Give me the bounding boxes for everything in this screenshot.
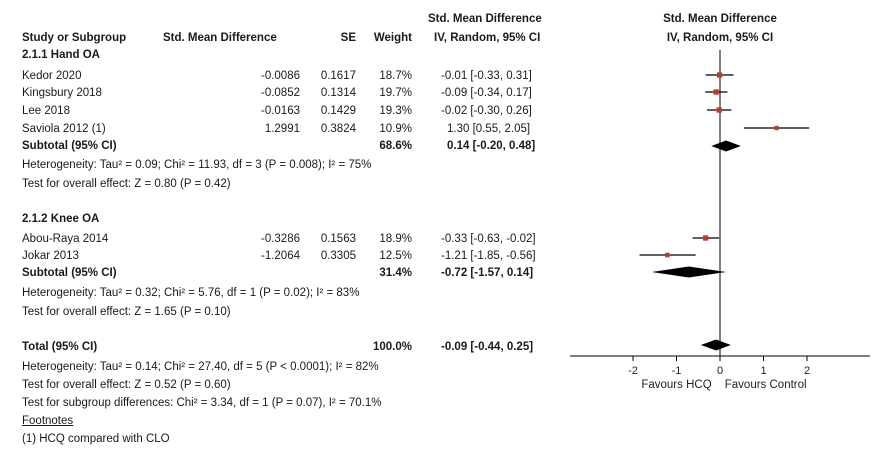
study-point [703, 235, 709, 241]
plot-header-bottom: IV, Random, 95% CI [666, 32, 774, 44]
study-name: Kingsbury 2018 [22, 87, 102, 99]
header-smd-ci-top: Std. Mean Difference [428, 13, 542, 25]
study-ci: -0.33 [-0.63, -0.02] [441, 233, 536, 245]
pooled-diamond [711, 140, 741, 152]
heterogeneity-text: Heterogeneity: Tau² = 0.09; Chi² = 11.93… [22, 159, 372, 171]
study-smd: -0.0086 [260, 70, 300, 82]
study-ci: -1.21 [-1.85, -0.56] [441, 250, 536, 262]
pooled-diamond [651, 266, 727, 278]
footnote-item: (1) HCQ compared with CLO [22, 433, 170, 445]
study-smd: -0.3286 [260, 233, 300, 245]
group-title: 2.1.2 Knee OA [22, 213, 100, 225]
study-smd: -0.0163 [260, 105, 300, 117]
x-tick-label: 0 [717, 365, 723, 377]
study-name: Kedor 2020 [22, 70, 82, 82]
pooled-diamond [700, 339, 731, 351]
study-se: 0.1314 [320, 87, 356, 99]
overall-effect-text: Test for overall effect: Z = 1.65 (P = 0… [22, 306, 231, 318]
overall-effect-text: Test for overall effect: Z = 0.52 (P = 0… [22, 379, 231, 391]
study-weight: 18.9% [379, 233, 412, 245]
study-ci: -0.09 [-0.34, 0.17] [441, 87, 532, 99]
group-title: 2.1.1 Hand OA [22, 49, 100, 61]
study-ci: 1.30 [0.55, 2.05] [447, 123, 531, 135]
study-weight: 18.7% [379, 70, 412, 82]
study-se: 0.1563 [320, 233, 356, 245]
footnotes-title: Footnotes [22, 415, 74, 427]
study-ci: -0.02 [-0.30, 0.26] [441, 105, 532, 117]
study-smd: -1.2064 [260, 250, 300, 262]
x-tick-label: -2 [628, 365, 638, 377]
study-weight: 19.3% [379, 105, 412, 117]
study-weight: 12.5% [379, 250, 412, 262]
subtotal-label: Subtotal (95% CI) [22, 140, 117, 152]
header-se: SE [340, 32, 356, 44]
study-name: Lee 2018 [22, 105, 70, 117]
overall-effect-text: Test for overall effect: Z = 0.80 (P = 0… [22, 178, 231, 190]
total-ci: -0.09 [-0.44, 0.25] [441, 341, 534, 353]
study-point [774, 125, 779, 131]
heterogeneity-text: Heterogeneity: Tau² = 0.32; Chi² = 5.76,… [22, 287, 360, 299]
study-se: 0.3824 [320, 123, 356, 135]
header-smd: Std. Mean Difference [163, 32, 277, 44]
heterogeneity-text: Heterogeneity: Tau² = 0.14; Chi² = 27.40… [22, 361, 379, 373]
study-point [713, 89, 719, 95]
subtotal-weight: 31.4% [379, 267, 412, 279]
plot-header-top: Std. Mean Difference [663, 13, 777, 25]
subtotal-ci: 0.14 [-0.20, 0.48] [447, 140, 536, 152]
header-study: Study or Subgroup [22, 32, 127, 44]
header-weight: Weight [373, 32, 412, 44]
x-tick-label: 2 [804, 365, 810, 377]
favours-right-label: Favours Control [725, 379, 807, 391]
header-smd-ci-bottom: IV, Random, 95% CI [434, 32, 541, 44]
study-name: Abou-Raya 2014 [22, 233, 109, 245]
study-name: Saviola 2012 (1) [22, 123, 106, 135]
total-weight: 100.0% [372, 341, 412, 353]
subtotal-ci: -0.72 [-1.57, 0.14] [441, 267, 534, 279]
study-point [716, 107, 722, 113]
study-se: 0.3305 [320, 250, 356, 262]
favours-left-label: Favours HCQ [641, 379, 711, 391]
subtotal-weight: 68.6% [379, 140, 412, 152]
subtotal-label: Subtotal (95% CI) [22, 267, 117, 279]
total-label: Total (95% CI) [22, 341, 98, 353]
forest-table: Std. Mean Difference Study or Subgroup S… [22, 13, 542, 445]
study-ci: -0.01 [-0.33, 0.31] [441, 70, 532, 82]
study-point [665, 252, 670, 258]
study-se: 0.1617 [320, 70, 356, 82]
study-name: Jokar 2013 [22, 250, 79, 262]
subgroup-difference-text: Test for subgroup differences: Chi² = 3.… [22, 397, 382, 409]
study-point [716, 72, 723, 78]
study-smd: 1.2991 [264, 123, 300, 135]
study-weight: 10.9% [379, 123, 412, 135]
study-smd: -0.0852 [260, 87, 300, 99]
study-se: 0.1429 [320, 105, 356, 117]
x-tick-label: 1 [760, 365, 766, 377]
study-weight: 19.7% [379, 87, 412, 99]
x-tick-label: -1 [672, 365, 682, 377]
